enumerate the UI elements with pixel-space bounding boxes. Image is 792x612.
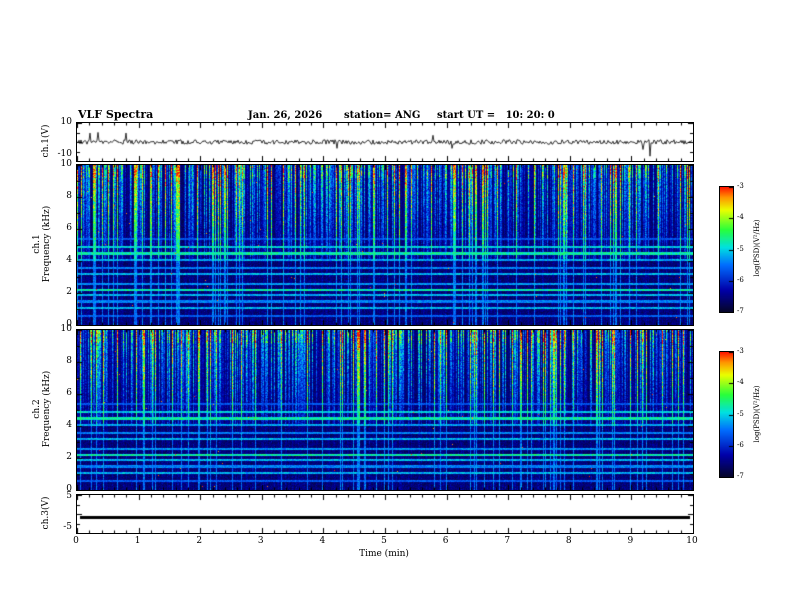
spec1-y-tick-label: 4	[66, 255, 72, 265]
spec1-y-tick-label: 8	[66, 191, 72, 201]
colorbar1	[719, 186, 734, 313]
x-tick-label: 0	[73, 536, 79, 546]
colorbar1-tick-label: -3	[737, 182, 744, 190]
colorbar2-tick-label: -4	[737, 378, 744, 387]
spec2-y-tick-label: 4	[66, 420, 72, 430]
colorbar2-tick-label: -6	[737, 440, 744, 449]
spec1-y-tick-label: 2	[66, 287, 72, 297]
spec2-y-tick-label: 6	[66, 388, 72, 398]
colorbar2	[719, 351, 734, 478]
spec2-y-tick-label: 2	[66, 452, 72, 462]
x-tick-label: 1	[134, 536, 141, 546]
ch2-channel-label: ch.2	[32, 399, 42, 419]
ch3-y-tick-bottom: -5	[63, 522, 72, 532]
ch1-frequency-label: Frequency (kHz)	[42, 205, 52, 283]
colorbar1-tick-label: -7	[737, 307, 744, 315]
ch1-waveform-plot	[76, 122, 694, 162]
x-tick-label: 9	[627, 536, 634, 546]
ch1-y-tick-top: 10	[60, 117, 72, 127]
ch2-spectrogram-axis-label: ch.2 Frequency (kHz)	[32, 371, 52, 448]
ch3-y-tick-top: 5	[66, 491, 72, 501]
spec2-y-tick-label: 10	[60, 324, 72, 334]
x-tick-label: 10	[686, 536, 698, 546]
header-start-ut: start UT = 10: 20: 0	[437, 110, 555, 121]
figure-title: VLF Spectra	[78, 108, 154, 121]
colorbar2-tick-label: -3	[737, 347, 744, 355]
colorbar2-tick-label: -5	[737, 409, 744, 418]
ch1-spectrogram-axis-label: ch.1 Frequency (kHz)	[32, 206, 52, 283]
x-tick-label: 7	[504, 536, 511, 546]
x-tick-label: 6	[442, 536, 449, 546]
x-tick-label: 4	[319, 536, 326, 546]
header-date: Jan. 26, 2026	[248, 110, 323, 121]
ch1-channel-label: ch.1	[32, 234, 42, 254]
x-tick-label: 8	[565, 536, 572, 546]
x-tick-label: 5	[381, 536, 387, 546]
x-tick-label: 2	[196, 536, 203, 546]
spec1-y-tick-label: 6	[66, 223, 72, 233]
colorbar1-tick-label: -5	[737, 244, 744, 253]
spec2-y-tick-label: 0	[66, 484, 72, 494]
ch1-spectrogram-plot	[76, 164, 694, 326]
spec1-y-tick-label: 0	[66, 319, 72, 329]
header-station: station= ANG	[344, 110, 421, 121]
x-tick-label: 3	[257, 536, 264, 546]
time-axis-label: Time (min)	[359, 549, 409, 559]
colorbar2-tick-label: -7	[737, 472, 744, 480]
ch2-frequency-label: Frequency (kHz)	[42, 370, 52, 448]
colorbar1-tick-label: -4	[737, 213, 744, 222]
ch3-waveform-plot	[76, 494, 694, 534]
spec2-y-tick-label: 8	[66, 356, 72, 366]
ch2-spectrogram-plot	[76, 329, 694, 491]
spec1-y-tick-label: 10	[60, 159, 72, 169]
colorbar1-tick-label: -6	[737, 275, 744, 284]
ch1-y-tick-bottom: -10	[57, 149, 73, 159]
